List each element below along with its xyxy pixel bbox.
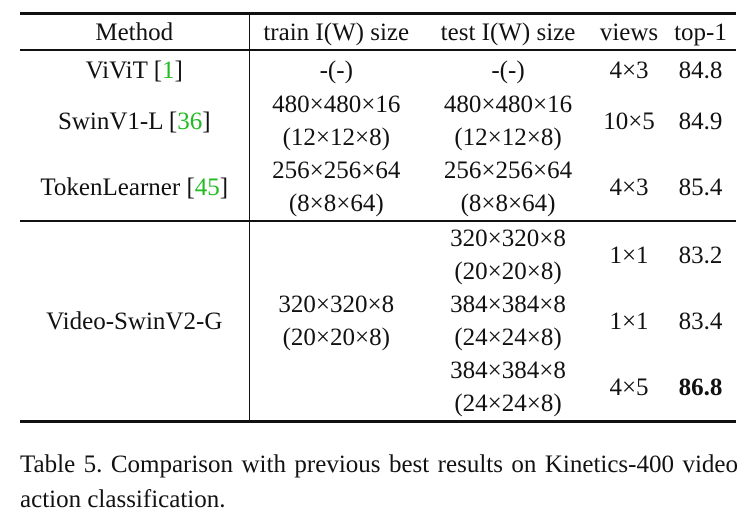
train-size-cell: 320×320×8 (20×20×8) bbox=[249, 221, 423, 422]
test-size-value: 384×384×8 bbox=[450, 291, 566, 318]
method-cell: ViViT [1] bbox=[20, 50, 250, 88]
views-cell: 4×3 bbox=[609, 57, 649, 84]
citation-link[interactable]: 36 bbox=[177, 107, 203, 135]
train-size-value: 480×480×16 bbox=[272, 91, 401, 118]
results-table: Method train I(W) size test I(W) size vi… bbox=[20, 12, 736, 423]
method-name: SwinV1-L bbox=[57, 107, 163, 135]
header-test-size: test I(W) size bbox=[440, 18, 576, 46]
header-train-size: train I(W) size bbox=[263, 18, 410, 46]
table-row: Video-SwinV2-G 320×320×8 (20×20×8) 320×3… bbox=[20, 221, 736, 422]
test-window-value: (20×20×8) bbox=[454, 258, 562, 285]
test-window-value: (12×12×8) bbox=[454, 124, 562, 151]
train-size-cell: 256×256×64 (8×8×64) bbox=[249, 154, 423, 221]
test-size-value: 384×384×8 bbox=[450, 357, 566, 384]
top1-cell: 84.9 bbox=[678, 107, 723, 135]
table-row: SwinV1-L [36] 480×480×16 (12×12×8) 480×4… bbox=[20, 88, 736, 154]
top1-cell: 83.4 bbox=[678, 307, 723, 335]
train-size-value: 256×256×64 bbox=[272, 157, 401, 184]
citation-link[interactable]: 1 bbox=[162, 57, 175, 84]
views-cell: 1×1 bbox=[609, 241, 649, 269]
test-size-value: 480×480×16 bbox=[443, 91, 573, 118]
top1-cell: 84.8 bbox=[678, 57, 723, 84]
header-row: Method train I(W) size test I(W) size vi… bbox=[20, 13, 736, 50]
test-size-cell: 320×320×8 (20×20×8) bbox=[423, 221, 593, 288]
test-size-value: 256×256×64 bbox=[443, 157, 573, 184]
header-method: Method bbox=[20, 13, 250, 50]
test-size-cell: -(-) bbox=[491, 57, 525, 84]
test-window-value: (24×24×8) bbox=[454, 390, 562, 417]
top1-cell: 83.2 bbox=[678, 241, 723, 269]
test-size-cell: 384×384×8 (24×24×8) bbox=[423, 354, 593, 422]
train-size-cell: 480×480×16 (12×12×8) bbox=[249, 88, 423, 154]
citation-link[interactable]: 45 bbox=[194, 173, 220, 201]
train-size-value: 320×320×8 bbox=[278, 291, 395, 318]
views-cell: 1×1 bbox=[609, 307, 649, 335]
test-size-cell: 384×384×8 (24×24×8) bbox=[423, 288, 593, 354]
train-size-cell: -(-) bbox=[319, 57, 353, 84]
header-views: views bbox=[599, 18, 659, 46]
train-window-value: (12×12×8) bbox=[282, 124, 390, 151]
method-name: TokenLearner bbox=[40, 173, 181, 201]
method-cell: Video-SwinV2-G bbox=[20, 221, 250, 422]
results-table-container: Method train I(W) size test I(W) size vi… bbox=[20, 12, 736, 423]
train-window-value: (8×8×64) bbox=[288, 190, 384, 217]
test-window-value: (8×8×64) bbox=[460, 190, 556, 217]
test-size-value: 320×320×8 bbox=[450, 225, 566, 252]
test-size-cell: 480×480×16 (12×12×8) bbox=[423, 88, 593, 154]
test-window-value: (24×24×8) bbox=[454, 324, 562, 351]
method-cell: SwinV1-L [36] bbox=[20, 88, 250, 154]
table-row: ViViT [1] -(-) -(-) 4×3 84.8 bbox=[20, 50, 736, 88]
table-row: 384×384×8 (24×24×8) 4×5 86.8 bbox=[20, 354, 736, 422]
table-row: TokenLearner [45] 256×256×64 (8×8×64) 25… bbox=[20, 154, 736, 221]
table-caption: Table 5. Comparison with previous best r… bbox=[20, 451, 738, 513]
train-window-value: (20×20×8) bbox=[282, 324, 390, 351]
header-top1: top-1 bbox=[674, 18, 727, 46]
top1-cell: 85.4 bbox=[678, 173, 723, 201]
test-size-cell: 256×256×64 (8×8×64) bbox=[423, 154, 593, 221]
table-row: 384×384×8 (24×24×8) 1×1 83.4 bbox=[20, 288, 736, 354]
views-cell: 4×5 bbox=[609, 373, 649, 401]
method-name: ViViT bbox=[85, 57, 148, 84]
top1-best-cell: 86.8 bbox=[678, 373, 723, 401]
views-cell: 10×5 bbox=[603, 107, 655, 135]
method-cell: TokenLearner [45] bbox=[20, 154, 250, 221]
views-cell: 4×3 bbox=[609, 173, 649, 201]
